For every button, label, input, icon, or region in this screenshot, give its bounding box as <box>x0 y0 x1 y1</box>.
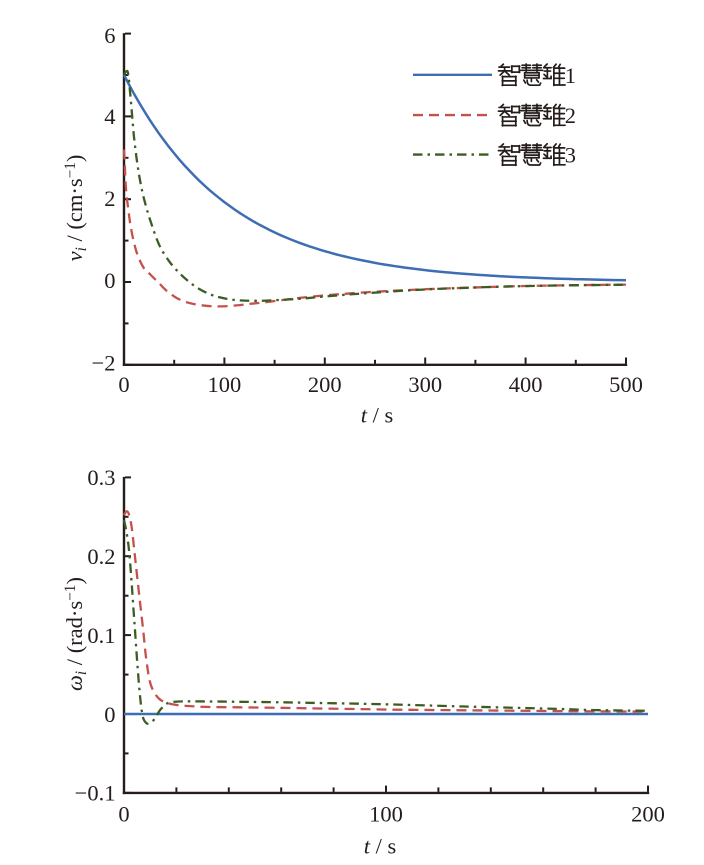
svg-text:400: 400 <box>509 372 543 397</box>
svg-text:3: 3 <box>565 143 576 168</box>
svg-text:1: 1 <box>565 63 576 88</box>
svg-text:2: 2 <box>104 186 115 211</box>
svg-text:6: 6 <box>104 23 115 48</box>
svg-text:t / s: t / s <box>361 403 394 428</box>
svg-text:−2: −2 <box>92 350 116 375</box>
svg-text:500: 500 <box>609 372 643 397</box>
svg-text:100: 100 <box>369 802 403 827</box>
svg-text:0: 0 <box>104 268 115 293</box>
svg-text:vi / (cm·s−1): vi / (cm·s−1) <box>62 155 90 262</box>
svg-text:4: 4 <box>104 104 115 129</box>
svg-text:200: 200 <box>308 372 342 397</box>
svg-text:300: 300 <box>408 372 442 397</box>
svg-text:t / s: t / s <box>364 834 397 859</box>
svg-text:2: 2 <box>565 103 576 128</box>
svg-text:200: 200 <box>631 802 665 827</box>
svg-text:0.1: 0.1 <box>87 623 115 648</box>
svg-text:0: 0 <box>118 372 129 397</box>
svg-text:−0.1: −0.1 <box>75 781 116 806</box>
svg-text:0: 0 <box>118 802 129 827</box>
svg-text:ωi / (rad·s−1): ωi / (rad·s−1) <box>62 577 90 691</box>
svg-text:0.3: 0.3 <box>87 465 115 490</box>
svg-text:0.2: 0.2 <box>87 544 115 569</box>
svg-text:0: 0 <box>104 702 115 727</box>
svg-text:100: 100 <box>208 372 242 397</box>
